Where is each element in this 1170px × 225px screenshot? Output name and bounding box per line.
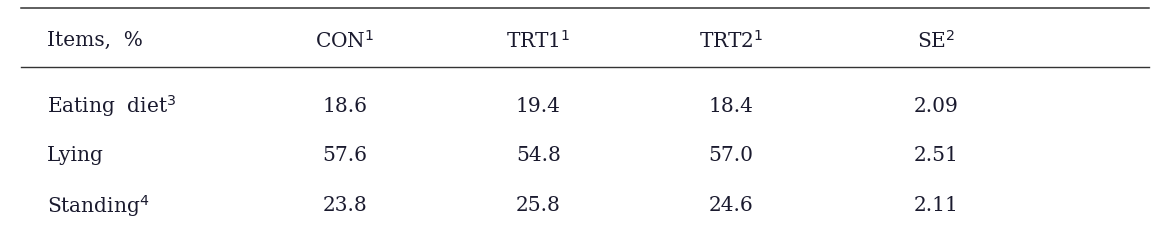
Text: 18.4: 18.4 — [709, 96, 753, 115]
Text: 2.09: 2.09 — [914, 96, 958, 115]
Text: Items,  %: Items, % — [47, 31, 143, 50]
Text: 19.4: 19.4 — [516, 96, 560, 115]
Text: TRT1$^1$: TRT1$^1$ — [505, 30, 571, 51]
Text: Eating  diet$^3$: Eating diet$^3$ — [47, 93, 176, 119]
Text: 57.0: 57.0 — [709, 146, 753, 165]
Text: SE$^2$: SE$^2$ — [917, 30, 955, 51]
Text: Lying: Lying — [47, 146, 104, 165]
Text: 2.51: 2.51 — [914, 146, 958, 165]
Text: 54.8: 54.8 — [516, 146, 560, 165]
Text: CON$^1$: CON$^1$ — [316, 30, 374, 51]
Text: 24.6: 24.6 — [709, 195, 753, 214]
Text: TRT2$^1$: TRT2$^1$ — [698, 30, 764, 51]
Text: 18.6: 18.6 — [323, 96, 367, 115]
Text: 57.6: 57.6 — [323, 146, 367, 165]
Text: 2.11: 2.11 — [914, 195, 958, 214]
Text: 23.8: 23.8 — [323, 195, 367, 214]
Text: 25.8: 25.8 — [516, 195, 560, 214]
Text: Standing$^4$: Standing$^4$ — [47, 192, 150, 218]
